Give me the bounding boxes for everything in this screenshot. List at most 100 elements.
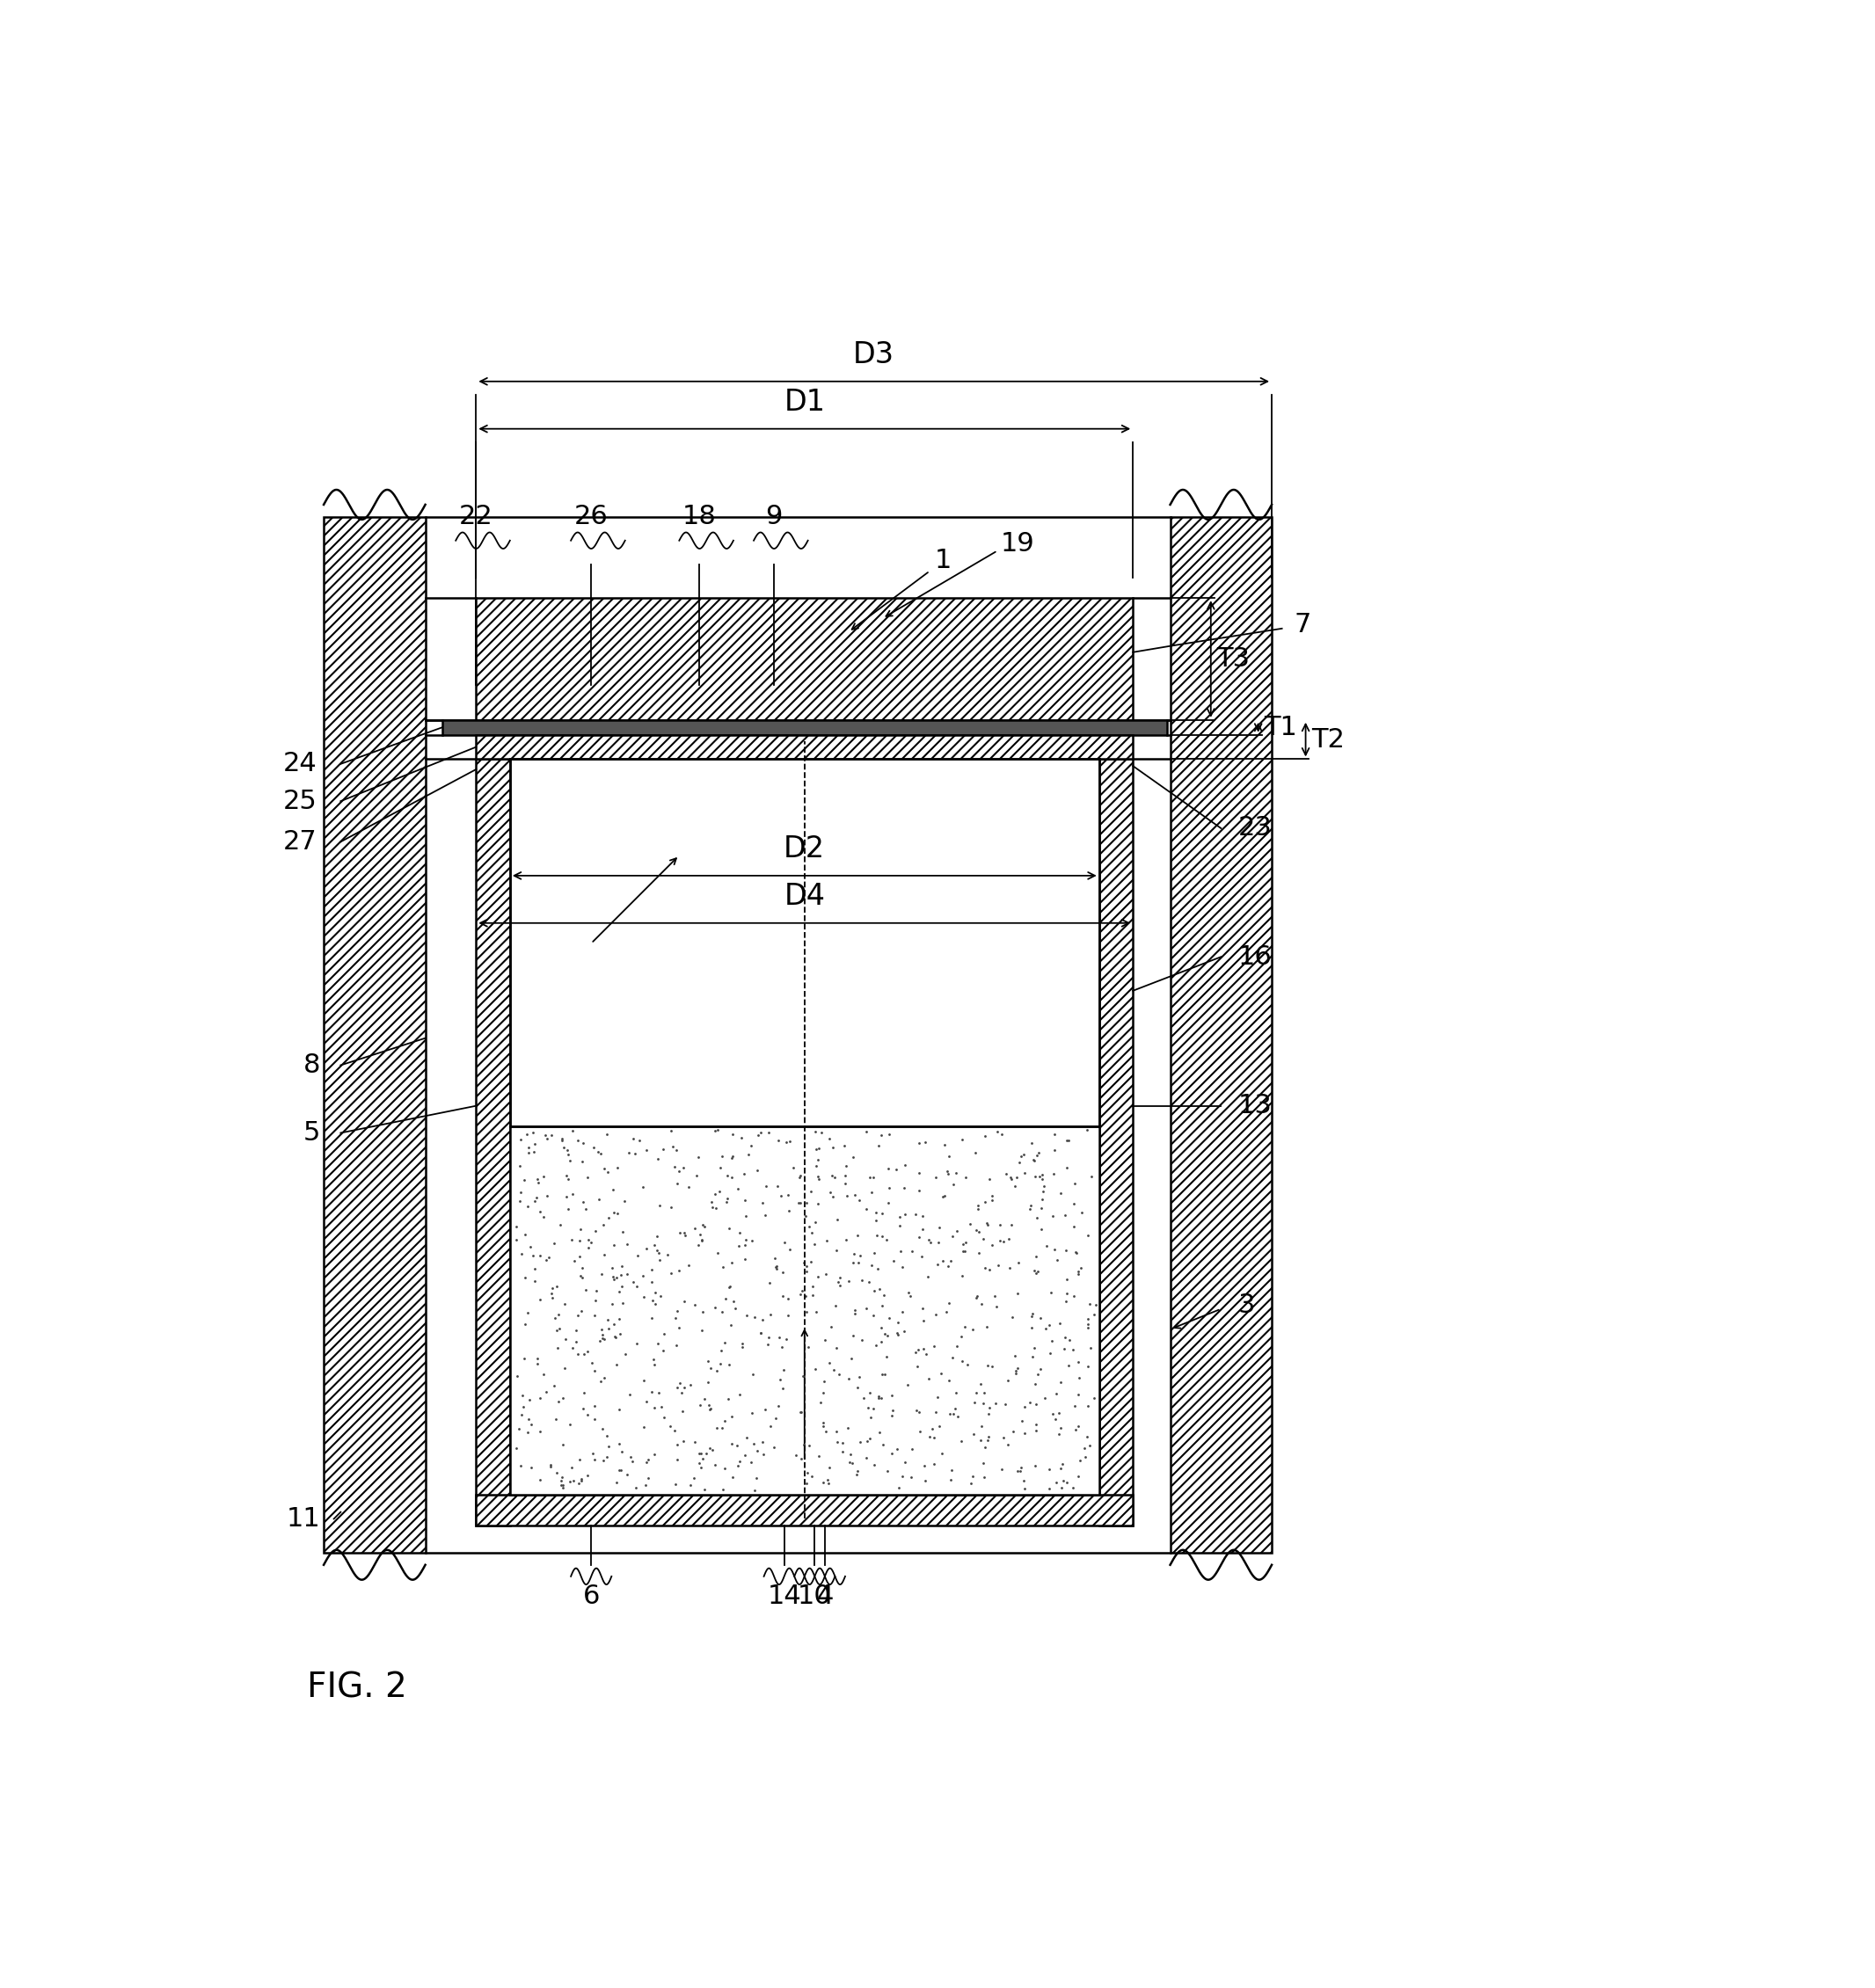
Point — [1035, 1338, 1065, 1370]
Point — [628, 1171, 658, 1203]
Point — [645, 1280, 675, 1312]
Text: 24: 24 — [283, 751, 317, 777]
Point — [1041, 1378, 1071, 1409]
Point — [1063, 1380, 1093, 1411]
Point — [504, 1413, 534, 1445]
Point — [761, 1250, 791, 1282]
Point — [538, 1282, 568, 1314]
Point — [1076, 1161, 1106, 1193]
Point — [617, 1445, 647, 1477]
Point — [936, 1398, 966, 1429]
Point — [874, 1302, 904, 1334]
Point — [1020, 1449, 1050, 1481]
Point — [519, 1252, 549, 1284]
Point — [609, 1185, 639, 1217]
Point — [711, 1451, 741, 1483]
Point — [868, 1280, 898, 1312]
Point — [851, 1193, 881, 1225]
Point — [1039, 1157, 1069, 1189]
Point — [791, 1280, 821, 1312]
Point — [669, 1219, 699, 1250]
Point — [748, 1187, 778, 1219]
Point — [943, 1400, 973, 1431]
Point — [1020, 1145, 1050, 1177]
Point — [864, 1272, 894, 1304]
Point — [763, 1125, 793, 1157]
Point — [686, 1437, 716, 1469]
Point — [821, 1332, 851, 1364]
Point — [968, 1447, 998, 1479]
Point — [1016, 1300, 1046, 1332]
Point — [1018, 1340, 1048, 1372]
Point — [598, 1260, 628, 1292]
Point — [848, 1382, 878, 1413]
Point — [638, 1254, 668, 1286]
Point — [1016, 1312, 1046, 1344]
Point — [613, 1137, 643, 1169]
Point — [934, 1286, 964, 1318]
Point — [666, 1376, 696, 1408]
Point — [1054, 1350, 1084, 1382]
Point — [823, 1203, 853, 1235]
Point — [851, 1441, 881, 1473]
Point — [842, 1455, 872, 1487]
Point — [804, 1163, 834, 1195]
Point — [889, 1173, 919, 1205]
Point — [1050, 1199, 1080, 1231]
Point — [988, 1421, 1018, 1453]
Point — [801, 1149, 831, 1181]
Point — [519, 1137, 549, 1169]
Point — [731, 1225, 761, 1256]
Point — [531, 1244, 561, 1276]
Point — [763, 1390, 793, 1421]
Point — [684, 1390, 714, 1421]
Point — [712, 1159, 742, 1191]
Point — [801, 1115, 831, 1147]
Point — [726, 1217, 756, 1248]
Point — [592, 1304, 622, 1336]
Point — [534, 1451, 564, 1483]
Point — [519, 1185, 549, 1217]
Point — [750, 1199, 780, 1231]
Point — [1072, 1312, 1102, 1344]
Point — [756, 1409, 786, 1441]
Point — [705, 1175, 735, 1207]
Point — [519, 1264, 549, 1296]
Point — [561, 1326, 591, 1358]
Point — [1059, 1167, 1089, 1199]
Point — [679, 1213, 709, 1244]
Point — [728, 1332, 758, 1364]
Point — [960, 1386, 990, 1417]
Point — [585, 1366, 615, 1398]
Point — [574, 1233, 604, 1264]
Point — [797, 1280, 827, 1312]
Point — [649, 1133, 679, 1165]
Point — [1001, 1358, 1031, 1390]
Point — [971, 1207, 1001, 1239]
Point — [861, 1197, 891, 1229]
Point — [568, 1392, 598, 1423]
Point — [594, 1203, 624, 1235]
Point — [514, 1417, 544, 1449]
Point — [821, 1415, 851, 1447]
Point — [924, 1211, 954, 1242]
Point — [1035, 1310, 1065, 1342]
Point — [589, 1445, 619, 1477]
Point — [707, 1334, 737, 1366]
Point — [557, 1451, 587, 1483]
Point — [975, 1254, 1005, 1286]
Point — [763, 1322, 793, 1354]
Bar — [1170, 517, 1271, 1553]
Point — [696, 1352, 726, 1384]
Point — [973, 1423, 1003, 1455]
Point — [881, 1153, 911, 1185]
Point — [542, 1270, 572, 1302]
Point — [866, 1312, 896, 1344]
Point — [1018, 1145, 1048, 1177]
Point — [718, 1117, 748, 1149]
Point — [1009, 1417, 1039, 1449]
Point — [866, 1119, 896, 1151]
Point — [872, 1225, 902, 1256]
Point — [874, 1153, 904, 1185]
Point — [797, 1461, 827, 1493]
